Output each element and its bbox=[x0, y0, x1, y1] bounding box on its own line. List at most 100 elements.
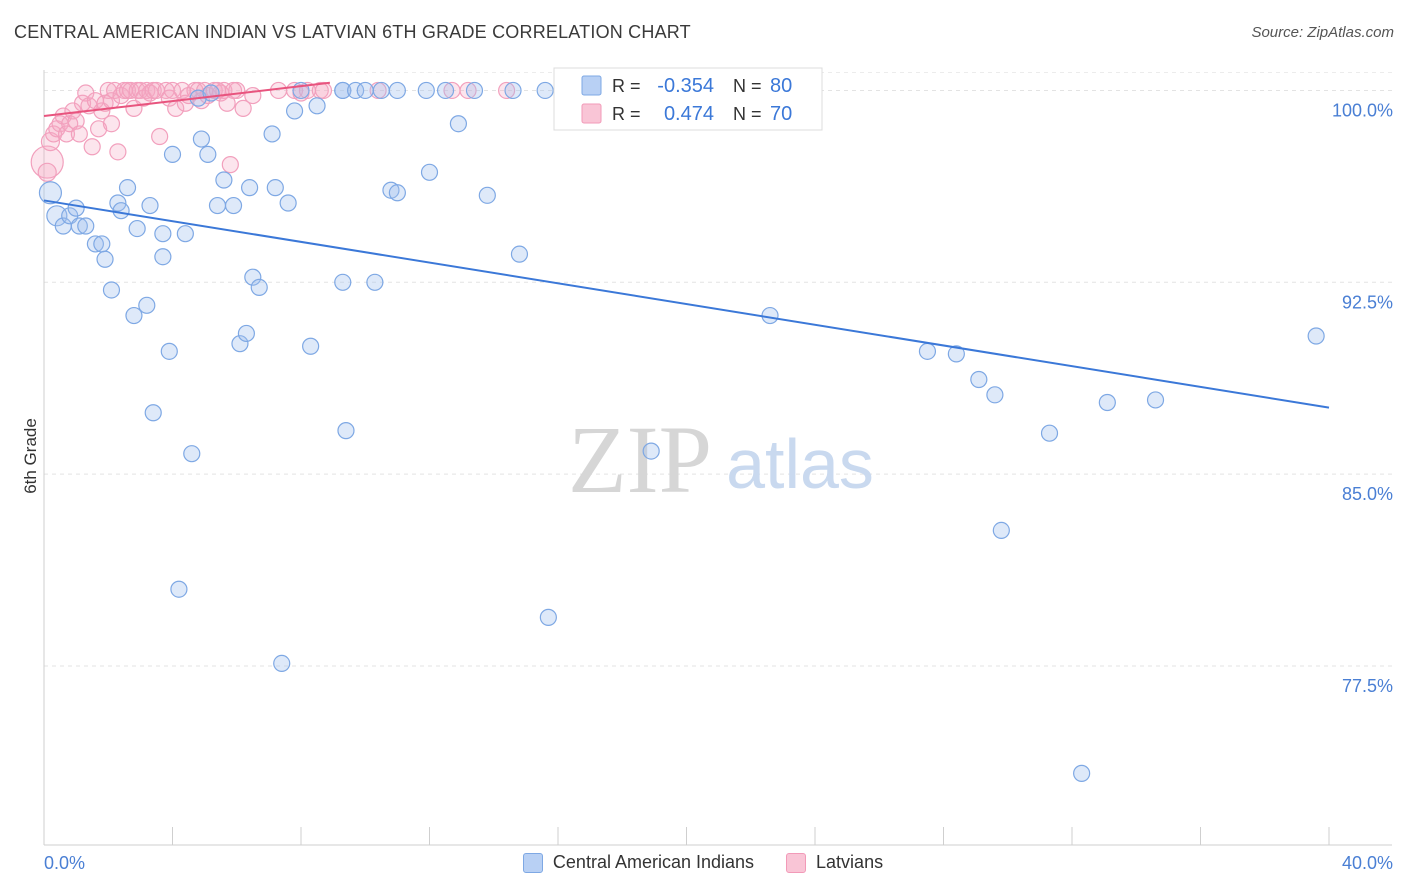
central-american-point[interactable] bbox=[504, 81, 522, 100]
central-american-point[interactable] bbox=[96, 250, 114, 268]
trend-lines bbox=[43, 81, 1330, 409]
central-american-point[interactable] bbox=[224, 196, 243, 215]
central-american-point[interactable] bbox=[334, 273, 352, 291]
latvian-point[interactable] bbox=[102, 115, 121, 133]
central-american-point[interactable] bbox=[510, 245, 529, 263]
central-american-point[interactable] bbox=[67, 199, 85, 217]
central-american-point[interactable] bbox=[154, 248, 172, 266]
legend-item-central-american-indians[interactable]: Central American Indians bbox=[522, 852, 754, 873]
central-american-point[interactable] bbox=[366, 273, 384, 291]
central-american-point[interactable] bbox=[285, 102, 304, 120]
latvian-point[interactable] bbox=[244, 86, 262, 105]
central-american-point[interactable] bbox=[1040, 424, 1059, 442]
series-legend: Central American Indians Latvians bbox=[0, 852, 1406, 873]
central-american-point[interactable] bbox=[141, 196, 159, 215]
central-american-point[interactable] bbox=[1073, 764, 1091, 782]
central-american-point[interactable] bbox=[947, 345, 965, 363]
latvian-point[interactable] bbox=[221, 156, 239, 174]
latvian-point[interactable] bbox=[151, 127, 169, 146]
central-american-point[interactable] bbox=[266, 179, 284, 197]
central-american-point[interactable] bbox=[125, 306, 143, 325]
central-american-point[interactable] bbox=[992, 521, 1010, 539]
central-american-point[interactable] bbox=[202, 84, 220, 102]
central-american-point[interactable] bbox=[46, 205, 68, 227]
central-american-point[interactable] bbox=[642, 442, 660, 460]
latvian-point[interactable] bbox=[109, 143, 127, 161]
central-american-point[interactable] bbox=[170, 580, 188, 598]
x-tick-label-min: 0.0% bbox=[44, 853, 85, 873]
latvian-point[interactable] bbox=[459, 81, 477, 100]
central-american-point[interactable] bbox=[334, 81, 352, 100]
central-american-point[interactable] bbox=[465, 81, 484, 100]
latvian-point[interactable] bbox=[37, 162, 57, 182]
central-american-point[interactable] bbox=[986, 386, 1004, 404]
central-american-point[interactable] bbox=[347, 81, 365, 100]
central-american-point[interactable] bbox=[388, 81, 406, 100]
latvian-point[interactable] bbox=[234, 99, 252, 117]
central-american-point[interactable] bbox=[356, 81, 374, 100]
central-american-point[interactable] bbox=[138, 296, 156, 314]
central-american-point[interactable] bbox=[436, 81, 455, 100]
latvian-point[interactable] bbox=[57, 125, 76, 143]
central-american-point[interactable] bbox=[536, 81, 554, 100]
central-american-point[interactable] bbox=[372, 81, 390, 100]
central-american-point[interactable] bbox=[337, 422, 355, 440]
central-american-point[interactable] bbox=[183, 445, 201, 463]
central-american-point[interactable] bbox=[308, 97, 326, 115]
central-american-point[interactable] bbox=[208, 196, 227, 215]
central-american-point[interactable] bbox=[199, 145, 217, 164]
central-american-point[interactable] bbox=[70, 217, 88, 235]
stats-legend: R = -0.354 N = 80 R = 0.474 N = 70 bbox=[553, 67, 823, 131]
central-american-point[interactable] bbox=[478, 186, 496, 204]
central-american-point[interactable] bbox=[192, 130, 211, 148]
central-american-point[interactable] bbox=[1098, 393, 1116, 412]
central-american-point[interactable] bbox=[244, 268, 262, 286]
latvian-point[interactable] bbox=[70, 125, 88, 143]
central-american-point[interactable] bbox=[302, 337, 320, 355]
central-american-point[interactable] bbox=[241, 179, 259, 197]
central-american-point[interactable] bbox=[918, 342, 937, 360]
latvian-point[interactable] bbox=[83, 138, 101, 156]
latvian-point[interactable] bbox=[30, 145, 64, 179]
central-american-point[interactable] bbox=[250, 278, 268, 297]
central-american-point[interactable] bbox=[273, 654, 291, 672]
central-american-point[interactable] bbox=[279, 194, 297, 212]
latvian-point[interactable] bbox=[498, 81, 516, 100]
central-american-point[interactable] bbox=[263, 125, 281, 143]
latvian-point[interactable] bbox=[163, 81, 182, 100]
latvian-point[interactable] bbox=[224, 81, 243, 100]
central-american-point[interactable] bbox=[1307, 327, 1325, 345]
central-american-point[interactable] bbox=[86, 235, 105, 253]
central-american-point[interactable] bbox=[118, 179, 137, 197]
central-american-point[interactable] bbox=[231, 335, 249, 353]
legend-n-label-pink: N = bbox=[733, 104, 762, 124]
central-american-point[interactable] bbox=[237, 324, 255, 343]
source-label[interactable]: Source: ZipAtlas.com bbox=[1251, 24, 1394, 41]
central-american-point[interactable] bbox=[93, 235, 111, 253]
legend-item-latvians[interactable]: Latvians bbox=[786, 852, 883, 873]
central-american-point[interactable] bbox=[176, 225, 194, 243]
central-american-point[interactable] bbox=[160, 342, 178, 360]
latvian-point[interactable] bbox=[269, 81, 288, 100]
central-american-point[interactable] bbox=[417, 81, 435, 100]
central-american-point[interactable] bbox=[761, 306, 779, 325]
central-american-point[interactable] bbox=[154, 225, 172, 243]
central-american-point[interactable] bbox=[1146, 391, 1165, 409]
central-american-point[interactable] bbox=[163, 145, 182, 164]
central-american-point[interactable] bbox=[215, 171, 233, 189]
central-american-point[interactable] bbox=[449, 115, 468, 133]
latvian-point[interactable] bbox=[45, 125, 63, 143]
central-american-point[interactable] bbox=[388, 184, 406, 202]
latvian-point[interactable] bbox=[90, 120, 108, 138]
central-american-point[interactable] bbox=[144, 404, 162, 422]
central-american-point[interactable] bbox=[128, 219, 146, 238]
central-american-point[interactable] bbox=[102, 281, 121, 299]
central-american-point[interactable] bbox=[77, 217, 95, 235]
central-american-point[interactable] bbox=[38, 181, 63, 205]
latvian-point[interactable] bbox=[314, 81, 333, 100]
central-american-point[interactable] bbox=[539, 608, 557, 626]
latvian-point[interactable] bbox=[138, 81, 156, 100]
central-american-point[interactable] bbox=[420, 163, 439, 181]
central-american-point[interactable] bbox=[112, 202, 130, 220]
central-american-point[interactable] bbox=[970, 370, 988, 389]
